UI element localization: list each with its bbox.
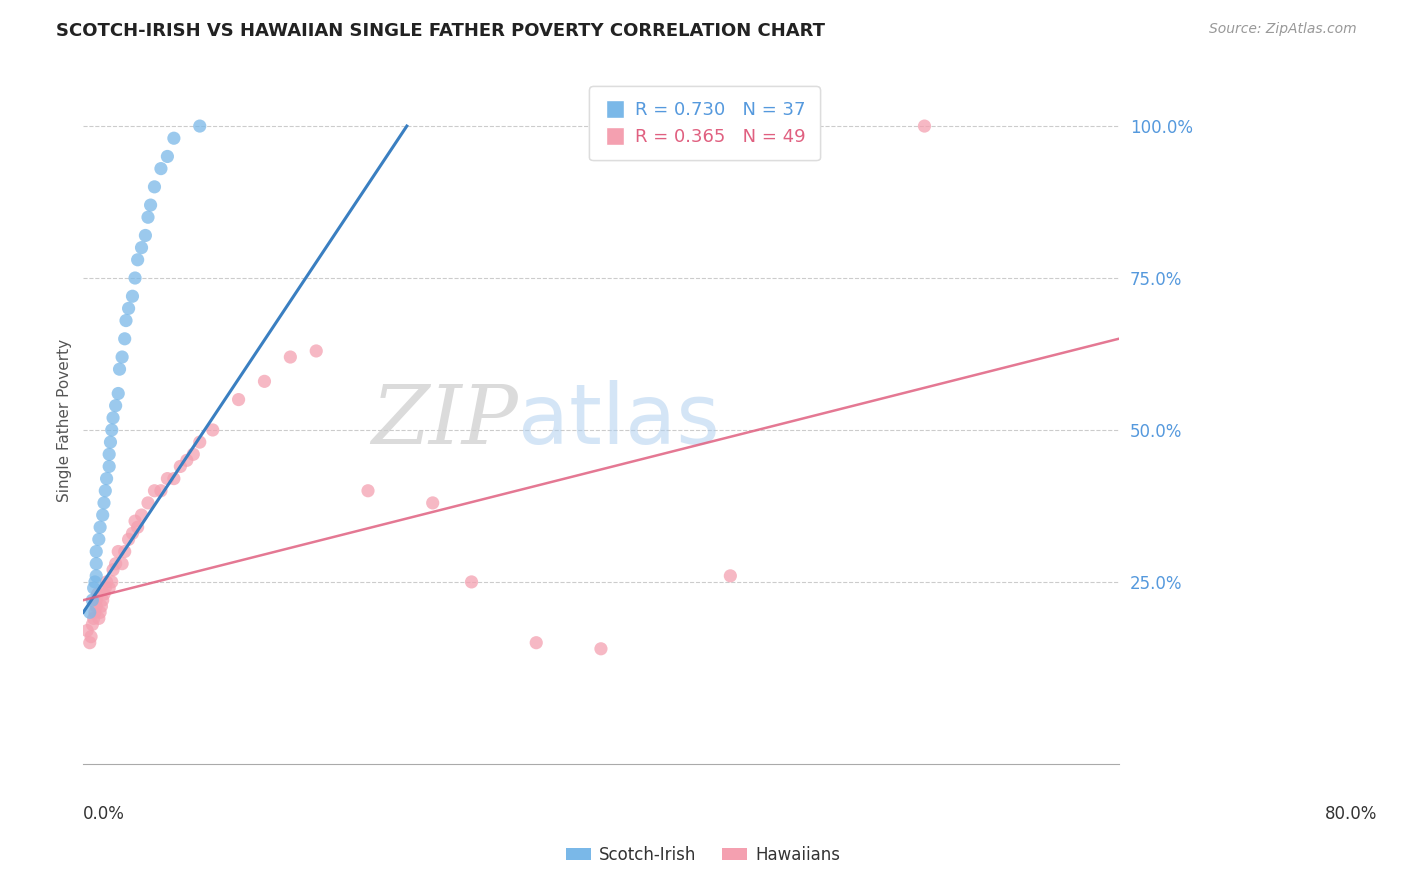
Point [98, 459, 121, 474]
Point [176, 453, 198, 467]
Point [111, 350, 134, 364]
Text: 0.0%: 0.0% [83, 805, 125, 823]
Point [79, 636, 101, 650]
Text: ZIP: ZIP [371, 381, 519, 461]
Point [127, 520, 149, 534]
Point [79, 605, 101, 619]
Point [84, 605, 107, 619]
Legend: R = 0.730   N = 37, R = 0.365   N = 49: R = 0.730 N = 37, R = 0.365 N = 49 [589, 87, 820, 161]
Point [108, 362, 131, 376]
Point [121, 526, 143, 541]
Point [136, 496, 159, 510]
Point [253, 375, 276, 389]
Point [100, 423, 122, 437]
Point [96, 574, 118, 589]
Point [163, 472, 186, 486]
Point [181, 447, 204, 461]
Point [156, 149, 179, 163]
Text: 80.0%: 80.0% [1324, 805, 1378, 823]
Point [131, 508, 153, 522]
Point [101, 563, 124, 577]
Point [93, 496, 115, 510]
Text: SCOTCH-IRISH VS HAWAIIAN SINGLE FATHER POVERTY CORRELATION CHART: SCOTCH-IRISH VS HAWAIIAN SINGLE FATHER P… [56, 22, 825, 40]
Point [305, 343, 328, 358]
Text: Source: ZipAtlas.com: Source: ZipAtlas.com [1209, 22, 1357, 37]
Point [357, 483, 380, 498]
Point [280, 350, 302, 364]
Point [114, 544, 136, 558]
Point [87, 611, 110, 625]
Point [422, 496, 444, 510]
Point [84, 599, 107, 614]
Point [149, 161, 172, 176]
Point [80, 630, 103, 644]
Point [91, 593, 114, 607]
Point [83, 611, 105, 625]
Point [163, 131, 186, 145]
Point [89, 605, 111, 619]
Point [589, 641, 612, 656]
Point [83, 581, 105, 595]
Point [107, 544, 129, 558]
Point [718, 569, 741, 583]
Point [117, 533, 139, 547]
Point [107, 386, 129, 401]
Point [84, 544, 107, 558]
Point [188, 435, 211, 450]
Point [100, 435, 122, 450]
Point [84, 569, 107, 583]
Text: atlas: atlas [519, 380, 720, 461]
Point [96, 472, 118, 486]
Point [143, 483, 166, 498]
Point [156, 472, 179, 486]
Point [169, 459, 191, 474]
Point [131, 241, 153, 255]
Point [90, 599, 112, 614]
Point [114, 332, 136, 346]
Point [82, 593, 104, 607]
Point [111, 557, 134, 571]
Point [94, 581, 117, 595]
Point [104, 399, 127, 413]
Point [117, 301, 139, 316]
Point [460, 574, 482, 589]
Point [121, 289, 143, 303]
Point [82, 617, 104, 632]
Legend: Scotch-Irish, Hawaiians: Scotch-Irish, Hawaiians [560, 839, 846, 871]
Point [98, 447, 121, 461]
Y-axis label: Single Father Poverty: Single Father Poverty [58, 339, 72, 502]
Point [84, 557, 107, 571]
Point [84, 574, 107, 589]
Point [115, 313, 138, 327]
Point [124, 514, 146, 528]
Point [86, 587, 108, 601]
Point [100, 574, 122, 589]
Point [143, 179, 166, 194]
Point [94, 483, 117, 498]
Point [524, 636, 547, 650]
Point [101, 410, 124, 425]
Point [84, 593, 107, 607]
Point [136, 211, 159, 225]
Point [98, 581, 121, 595]
Point [149, 483, 172, 498]
Point [124, 271, 146, 285]
Point [201, 423, 224, 437]
Point [134, 228, 156, 243]
Point [188, 119, 211, 133]
Point [76, 624, 98, 638]
Point [127, 252, 149, 267]
Point [93, 587, 115, 601]
Point [228, 392, 250, 407]
Point [104, 557, 127, 571]
Point [914, 119, 936, 133]
Point [89, 520, 111, 534]
Point [139, 198, 162, 212]
Point [87, 533, 110, 547]
Point [91, 508, 114, 522]
